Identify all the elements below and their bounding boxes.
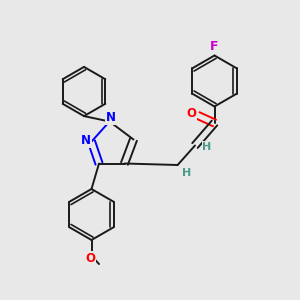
Text: O: O	[85, 251, 95, 265]
Text: H: H	[182, 167, 191, 178]
Text: H: H	[202, 142, 211, 152]
Text: O: O	[186, 106, 197, 120]
Text: N: N	[106, 111, 116, 124]
Text: N: N	[81, 134, 91, 147]
Text: F: F	[210, 40, 219, 53]
